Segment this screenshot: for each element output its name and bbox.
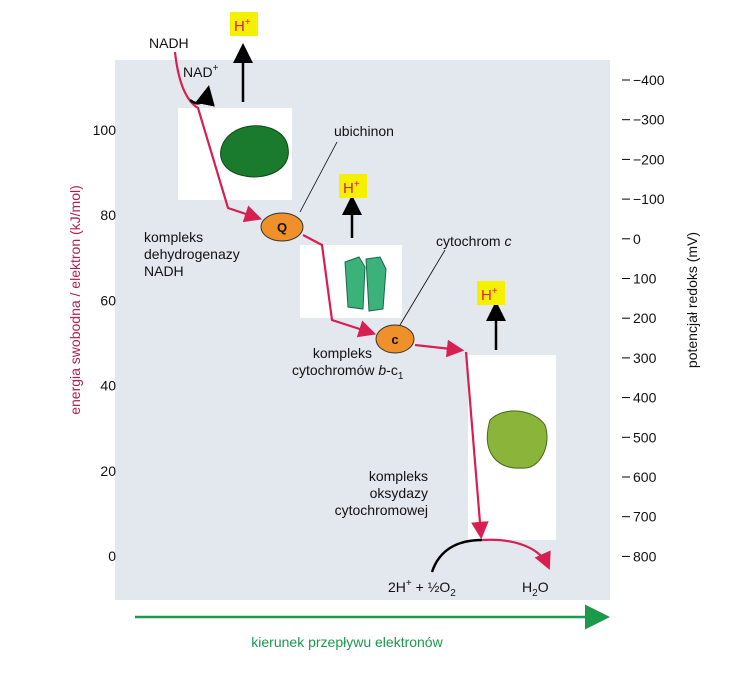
- right-tick-label: 700: [633, 509, 657, 525]
- right-axis-label: potencjał redoks (mV): [684, 232, 700, 368]
- right-tick-label: 800: [633, 548, 657, 564]
- complex1-shape: [220, 125, 289, 178]
- electron-path: [414, 339, 465, 358]
- right-tick-label: 400: [633, 390, 657, 406]
- electron-path: [464, 351, 489, 540]
- cytochrom-c: cytochrom c: [436, 233, 511, 249]
- proton-box: [477, 281, 505, 305]
- right-tick-label: 100: [633, 271, 657, 287]
- left-tick-label: 60: [100, 292, 116, 308]
- left-axis-label: energia swobodna / elektron (kJ/mol): [67, 185, 83, 415]
- product: H2O: [522, 579, 549, 599]
- oxygen-arc: [430, 538, 483, 573]
- c-label: c: [391, 332, 398, 347]
- left-tick-label: 40: [100, 378, 116, 394]
- right-tick-label: −200: [633, 151, 665, 167]
- q-label: Q: [277, 220, 287, 235]
- right-tick-label: −400: [633, 72, 665, 88]
- electron-path: [173, 51, 263, 223]
- complex2: kompleks cytochromów b-c1: [292, 345, 404, 382]
- ubichinon: ubichinon: [334, 123, 394, 139]
- pointer: [399, 249, 446, 326]
- left-tick-label: 80: [100, 207, 116, 223]
- left-tick-label: 100: [93, 122, 117, 138]
- left-tick-label: 0: [108, 548, 116, 564]
- proton: H+: [234, 17, 251, 35]
- right-tick-label: 600: [633, 469, 657, 485]
- left-tick-label: 20: [100, 463, 116, 479]
- right-tick-label: 300: [633, 350, 657, 366]
- complex1: kompleks dehydrogenazy NADH: [144, 229, 240, 279]
- electron-path: [481, 538, 551, 571]
- complex3-shape: [486, 410, 548, 469]
- complex3: kompleks oksydazy cytochromowej: [335, 468, 428, 518]
- ticks: 0 20 40 60 80 100 −400 −300 −200 −100 0 100 200 300 40…: [93, 72, 665, 564]
- proton-box: [339, 174, 367, 198]
- cytochrome-c: [375, 324, 415, 354]
- reactant: 2H+ + ½O2: [388, 578, 456, 599]
- direction-label: kierunek przepływu elektronów: [251, 634, 443, 650]
- proton-box: [230, 12, 258, 36]
- right-tick-label: 0: [633, 231, 641, 247]
- right-tick-label: 200: [633, 310, 657, 326]
- ubiquinone: [260, 212, 304, 242]
- pointer: [299, 141, 338, 213]
- right-tick-label: 500: [633, 429, 657, 445]
- complex2-shape: [344, 256, 387, 312]
- nad-arrow: [189, 85, 215, 107]
- right-tick-label: −300: [633, 112, 665, 128]
- nad: NAD+: [183, 63, 219, 80]
- right-tick-label: −100: [633, 191, 665, 207]
- electron-path: [302, 234, 377, 338]
- nadh: NADH: [149, 35, 189, 51]
- proton: H+: [481, 286, 498, 304]
- proton: H+: [343, 179, 360, 197]
